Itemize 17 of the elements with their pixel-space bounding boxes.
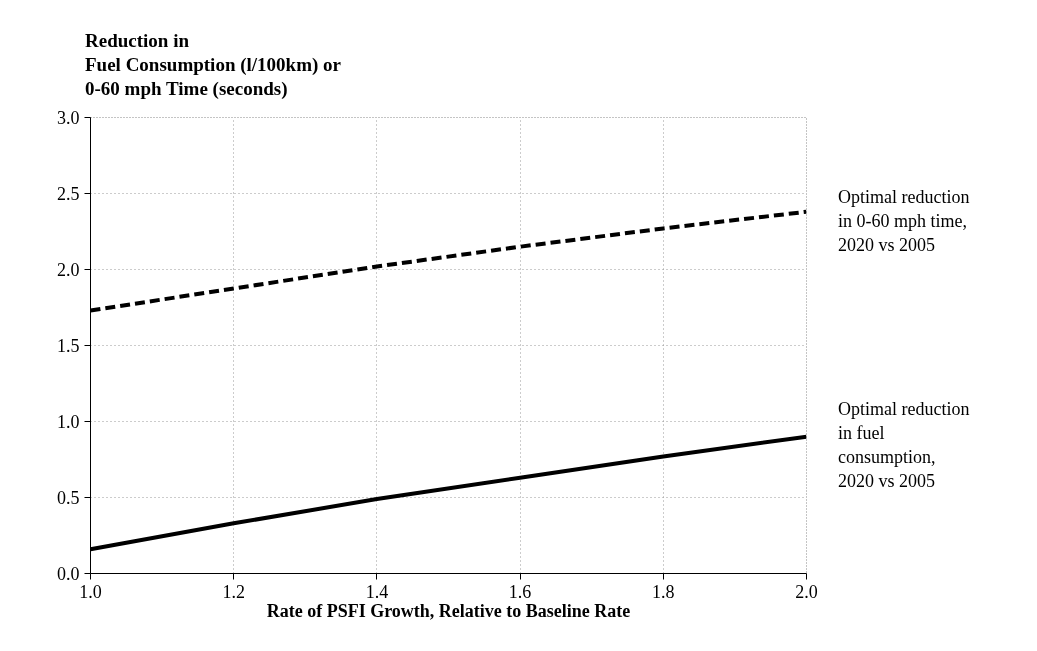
y-tick-label: 0.5 <box>57 488 80 508</box>
y-tick-label: 2.0 <box>57 260 80 280</box>
x-axis-title: Rate of PSFI Growth, Relative to Baseline Rate <box>266 600 631 621</box>
y-axis-title: Reduction in Fuel Consumption (l/100km) or 0-60 mph Time (seconds) <box>85 29 341 101</box>
y-tick-label: 1.0 <box>57 412 80 432</box>
y-tick-label: 2.5 <box>57 184 80 204</box>
y-tick-label: 0.0 <box>57 564 80 584</box>
x-tick-label: 1.4 <box>365 581 389 602</box>
x-tick-label: 2.0 <box>795 581 818 602</box>
x-tick-label: 1.8 <box>652 581 675 602</box>
y-tick-label: 1.5 <box>57 336 80 356</box>
x-tick-label: 1.6 <box>508 581 532 602</box>
series-label: Optimal reduction in 0-60 mph time, 2020 vs 2005 <box>838 186 970 257</box>
series-label: Optimal reduction in fuel consumption, 2020 vs 2005 <box>838 398 970 493</box>
y-tick-label: 3.0 <box>57 108 80 128</box>
x-tick-label: 1.0 <box>79 581 102 602</box>
x-tick-label: 1.2 <box>222 581 245 602</box>
